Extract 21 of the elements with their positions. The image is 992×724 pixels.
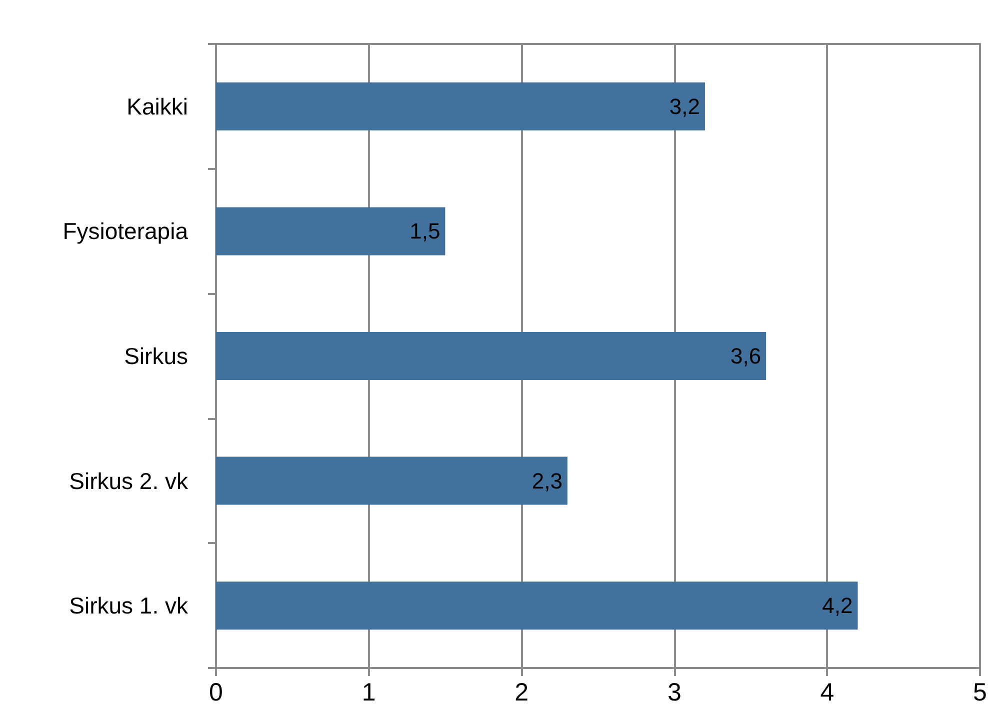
bar bbox=[216, 582, 858, 630]
bar bbox=[216, 82, 705, 130]
y-tick-label: Kaikki bbox=[126, 93, 188, 120]
x-tick-label: 5 bbox=[973, 678, 987, 706]
data-label: 3,2 bbox=[669, 94, 700, 119]
y-tick-label: Sirkus 1. vk bbox=[69, 592, 188, 619]
bar bbox=[216, 332, 766, 380]
data-label: 2,3 bbox=[532, 468, 562, 494]
bar bbox=[216, 456, 568, 505]
y-tick-label: Sirkus 2. vk bbox=[69, 468, 188, 494]
y-tick-label: Fysioterapia bbox=[62, 218, 188, 244]
x-tick-label: 1 bbox=[362, 678, 376, 706]
x-tick-label: 3 bbox=[667, 678, 682, 706]
x-tick-label: 4 bbox=[820, 678, 834, 706]
bar bbox=[216, 207, 446, 256]
y-tick-label: Sirkus bbox=[124, 343, 188, 369]
data-label: 1,5 bbox=[410, 218, 440, 244]
data-label: 4,2 bbox=[822, 593, 853, 618]
data-label: 3,6 bbox=[730, 344, 762, 368]
x-tick-label: 2 bbox=[514, 678, 529, 706]
x-tick-label: 0 bbox=[209, 678, 223, 706]
